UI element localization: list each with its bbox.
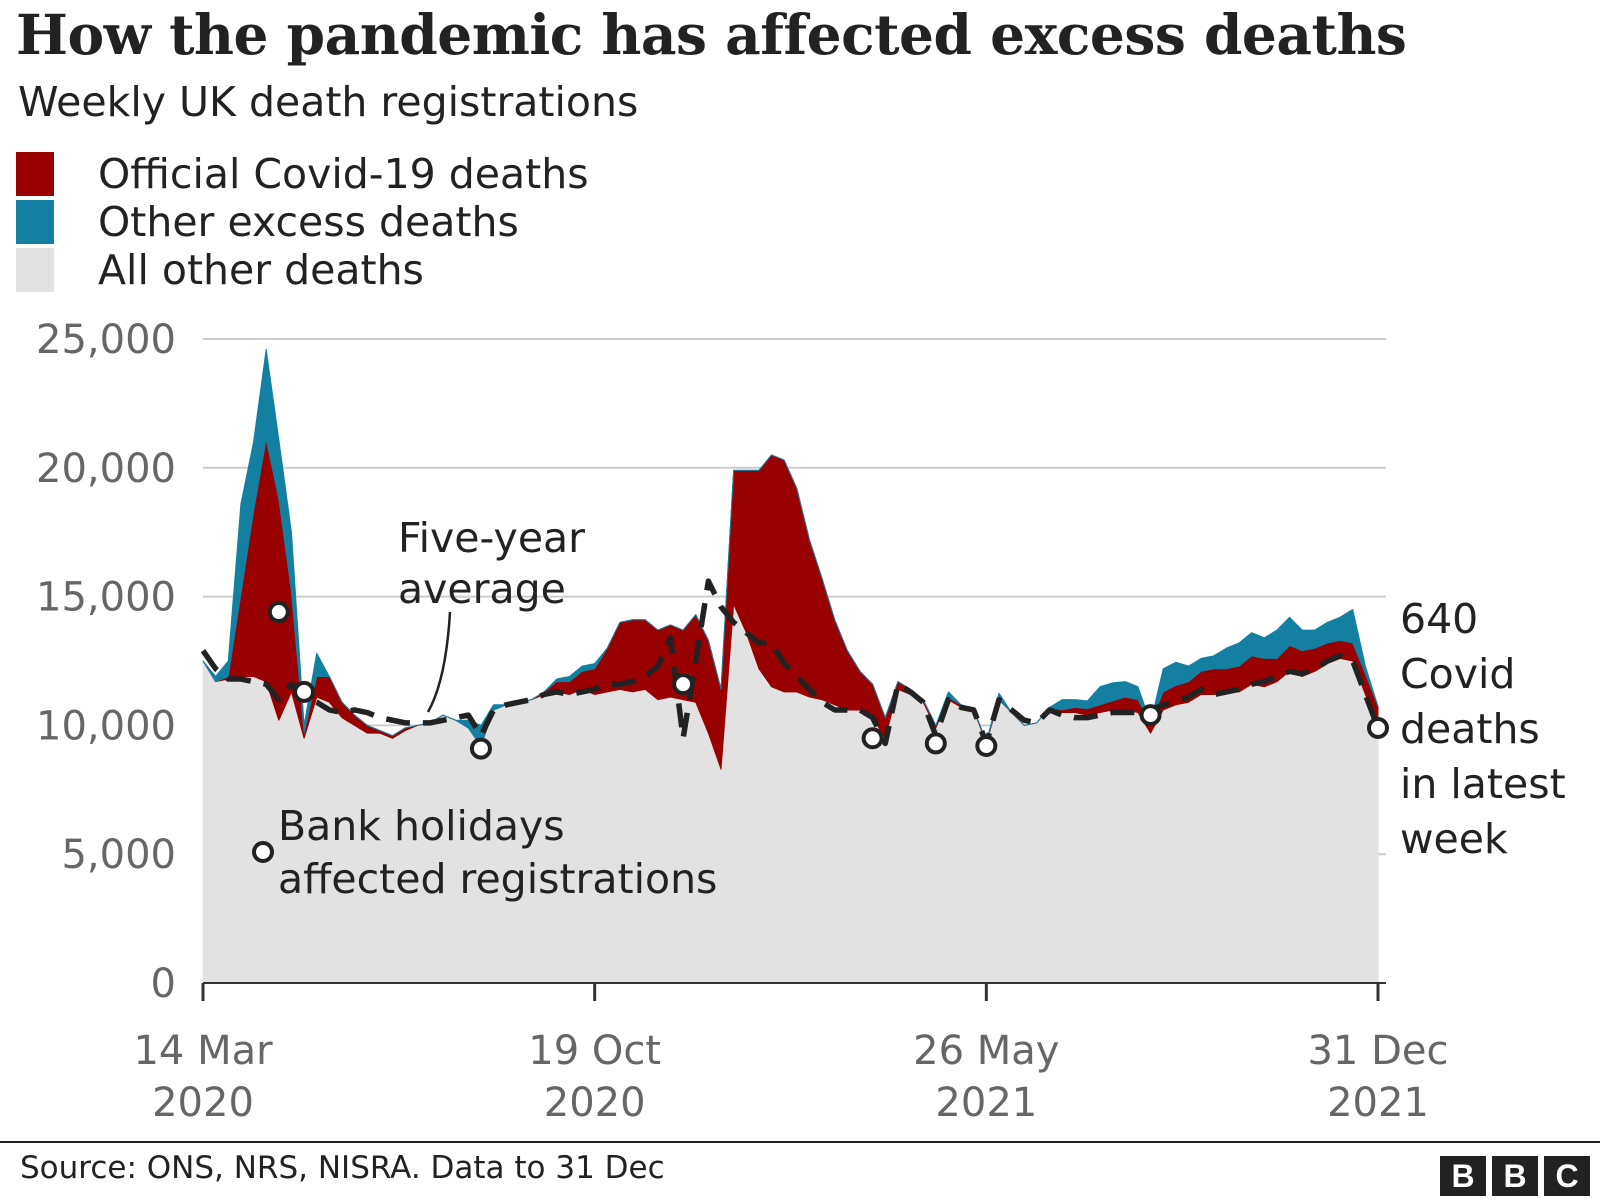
x-tick-label-2-line1: 26 May [913,1028,1059,1074]
y-tick-label-25000: 25,000 [36,317,176,363]
y-tick-label-15000: 15,000 [36,575,176,621]
area-other-excess-deaths [202,348,1379,747]
bank-holiday-marker-2 [469,737,492,760]
x-tick-label-0-line1: 14 Mar [133,1028,273,1074]
five-year-average-layer [200,578,1381,747]
source-note: Source: ONS, NRS, NISRA. Data to 31 Dec [20,1150,665,1186]
x-tick-label-0-line2: 2020 [152,1080,254,1126]
latest-week-label-line2: Covid [1400,650,1515,698]
latest-week-label-line4: in latest [1400,760,1566,808]
bank-holiday-marker-8 [1367,716,1389,739]
bbc-logo-block-3: C [1544,1156,1590,1196]
bank-holiday-marker-1 [293,680,316,703]
latest-week-label-line5: week [1400,815,1508,863]
latest-week-label-line1: 640 [1400,595,1478,643]
axes: 0 5,000 10,000 15,000 20,000 25,000 14 Mar 2020… [36,317,1448,1126]
legend-label-other-excess: Other excess deaths [98,198,519,246]
five-year-pointer-line [426,611,452,713]
bank-holiday-markers [267,601,1389,760]
legend-swatch-other-excess [16,200,54,244]
bbc-logo: B B C [1440,1156,1590,1196]
legend-item-covid: Official Covid-19 deaths [16,150,589,198]
chart-title: How the pandemic has affected excess dea… [16,2,1407,67]
five-year-label-line2: average [398,565,566,613]
bank-holiday-marker-7 [1139,704,1162,727]
bank-holiday-marker-0 [267,601,290,624]
bank-holiday-legend-marker [252,841,274,863]
y-tick-label-5000: 5,000 [61,832,176,878]
y-tick-label-0: 0 [151,961,176,1007]
legend-item-other-excess: Other excess deaths [16,198,589,246]
x-tick-label-1-line1: 19 Oct [528,1028,661,1074]
legend: Official Covid-19 deaths Other excess de… [16,150,589,294]
annotations: Five-year average Bank holidays affected… [252,514,1566,903]
legend-swatch-covid [16,152,54,196]
five-year-average-line [200,578,1381,747]
footer-divider [0,1141,1600,1143]
five-year-label-line1: Five-year [398,514,585,562]
legend-label-all-other: All other deaths [98,246,424,294]
chart-subtitle: Weekly UK death registrations [18,78,639,126]
excess-deaths-chart: 0 5,000 10,000 15,000 20,000 25,000 14 Mar 2020… [36,317,1566,1126]
x-tick-label-1-line2: 2020 [544,1080,646,1126]
legend-label-covid: Official Covid-19 deaths [98,150,589,198]
x-tick-label-3-line2: 2021 [1327,1080,1429,1126]
legend-item-all-other: All other deaths [16,246,589,294]
latest-week-label-line3: deaths [1400,705,1540,753]
bank-holidays-label-line1: Bank holidays [278,802,565,850]
x-tick-label-3-line1: 31 Dec [1307,1028,1448,1074]
y-tick-label-10000: 10,000 [36,703,176,749]
bank-holiday-marker-6 [975,735,998,758]
bbc-logo-block-2: B [1492,1156,1538,1196]
x-tick-label-2-line2: 2021 [935,1080,1037,1126]
y-tick-label-20000: 20,000 [36,446,176,492]
legend-swatch-all-other [16,248,54,292]
bbc-logo-block-1: B [1440,1156,1486,1196]
bank-holiday-marker-4 [861,727,884,750]
bank-holiday-marker-3 [672,673,695,696]
bank-holiday-marker-5 [924,732,947,755]
bank-holidays-label-line2: affected registrations [278,855,717,903]
